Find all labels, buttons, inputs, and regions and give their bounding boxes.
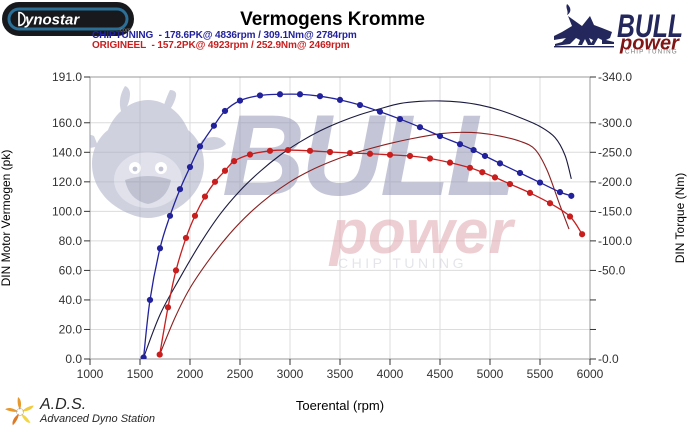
svg-text:-200.0: -200.0 xyxy=(598,175,632,189)
svg-text:40.0: 40.0 xyxy=(59,293,83,307)
svg-text:3000: 3000 xyxy=(277,367,304,381)
svg-text:1500: 1500 xyxy=(127,367,154,381)
svg-text:-100.0: -100.0 xyxy=(598,234,632,248)
svg-text:DIN Motor Vermogen (pk): DIN Motor Vermogen (pk) xyxy=(0,150,13,287)
svg-text:2500: 2500 xyxy=(227,367,254,381)
svg-text:5500: 5500 xyxy=(527,367,554,381)
svg-text:-50.0: -50.0 xyxy=(598,263,626,277)
svg-text:0.0: 0.0 xyxy=(65,352,82,366)
svg-text:-250.0: -250.0 xyxy=(598,145,632,159)
svg-text:CHIP TUNING: CHIP TUNING xyxy=(338,255,467,271)
svg-text:4500: 4500 xyxy=(427,367,454,381)
svg-text:160.0: 160.0 xyxy=(52,116,82,130)
svg-text:1000: 1000 xyxy=(77,367,104,381)
svg-text:4000: 4000 xyxy=(377,367,404,381)
svg-text:3500: 3500 xyxy=(327,367,354,381)
svg-text:140.0: 140.0 xyxy=(52,145,82,159)
svg-text:-0.0: -0.0 xyxy=(598,352,619,366)
svg-text:-340.0: -340.0 xyxy=(598,70,632,84)
svg-text:80.0: 80.0 xyxy=(59,234,83,248)
svg-text:120.0: 120.0 xyxy=(52,175,82,189)
svg-text:DIN Torque (Nm): DIN Torque (Nm) xyxy=(673,173,687,263)
svg-text:Toerental (rpm): Toerental (rpm) xyxy=(296,398,384,413)
svg-text:6000: 6000 xyxy=(577,367,604,381)
svg-text:191.0: 191.0 xyxy=(52,70,82,84)
svg-text:100.0: 100.0 xyxy=(52,204,82,218)
svg-text:5000: 5000 xyxy=(477,367,504,381)
svg-text:20.0: 20.0 xyxy=(59,322,83,336)
svg-text:-150.0: -150.0 xyxy=(598,204,632,218)
svg-text:2000: 2000 xyxy=(177,367,204,381)
svg-text:-300.0: -300.0 xyxy=(598,116,632,130)
svg-text:60.0: 60.0 xyxy=(59,263,83,277)
